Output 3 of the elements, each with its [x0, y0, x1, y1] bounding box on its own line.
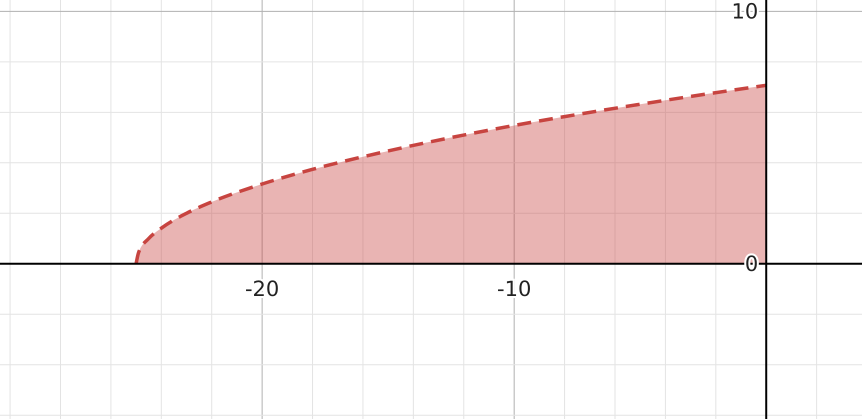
- x-tick-label: -10: [497, 276, 532, 301]
- x-tick-label: -20: [244, 276, 280, 301]
- y-tick-label: 10: [731, 0, 758, 24]
